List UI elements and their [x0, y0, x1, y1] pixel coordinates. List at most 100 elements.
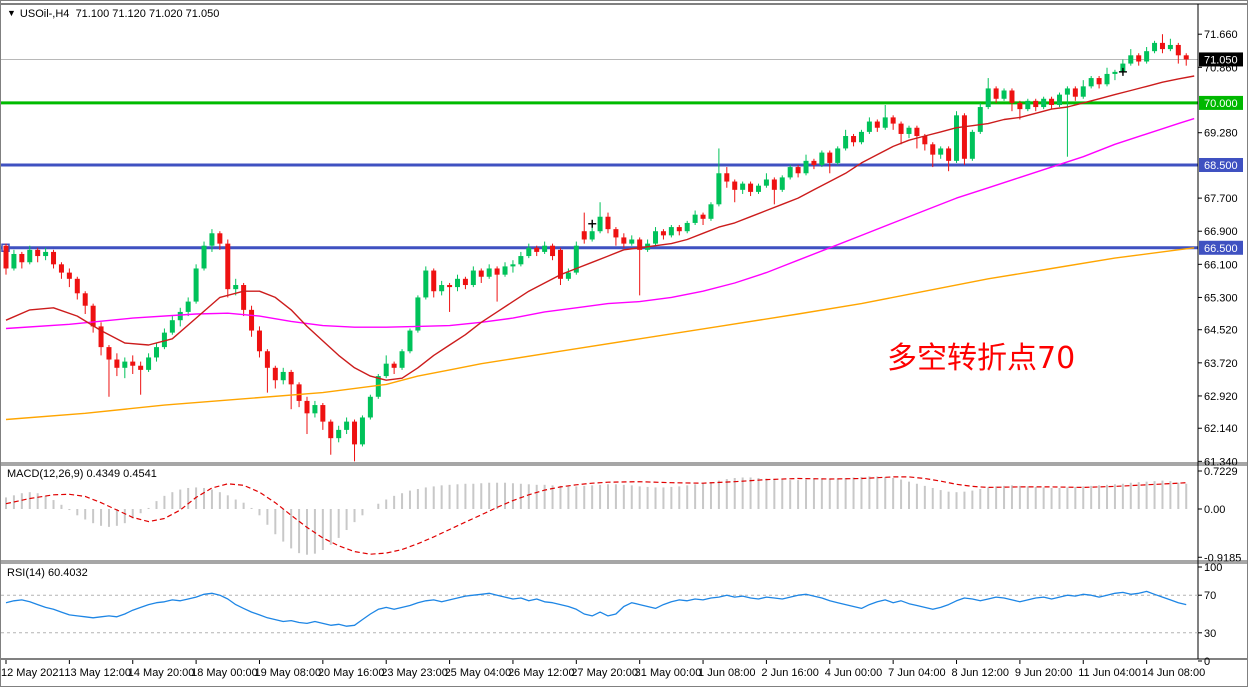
candle-body — [1009, 90, 1015, 103]
time-tick-label: 4 Jun 00:00 — [825, 667, 883, 679]
candle-body — [201, 245, 207, 269]
ma-slow-line — [5, 247, 1195, 421]
candle-body — [819, 152, 825, 165]
candle-body — [692, 214, 698, 223]
price-tick-label: 63.720 — [1204, 358, 1238, 370]
candle-body — [146, 357, 152, 370]
text-annotation[interactable]: 多空转折点70 — [887, 341, 1076, 376]
candle-body — [470, 270, 476, 286]
candle-body — [502, 266, 508, 275]
candle-body — [843, 136, 849, 149]
candle-body — [914, 127, 920, 137]
candle-body — [19, 253, 25, 263]
price-tick-label: 69.280 — [1204, 128, 1238, 140]
macd-indicator-label: MACD(12,26,9) 0.4349 0.4541 — [7, 468, 157, 480]
candle-body — [906, 127, 912, 134]
candle-body — [431, 270, 437, 292]
candle-body — [264, 351, 270, 368]
candle-body — [557, 249, 563, 279]
candle-body — [653, 231, 659, 244]
candle-body — [684, 222, 690, 232]
candle-body — [613, 229, 619, 238]
candle-body — [851, 136, 857, 143]
candle-body — [1080, 86, 1086, 97]
candle-body — [3, 245, 9, 269]
candle-body — [755, 185, 761, 192]
candle-body — [518, 256, 524, 265]
candle-body — [454, 278, 460, 288]
collapse-arrow-icon[interactable]: ▼ — [7, 8, 16, 18]
candle-body — [478, 270, 484, 277]
time-tick-label: 20 May 16:00 — [318, 667, 385, 679]
candle-body — [946, 148, 952, 161]
candle-body — [233, 285, 239, 290]
candle-body — [597, 216, 603, 232]
candle-body — [795, 167, 801, 174]
time-tick-label: 8 Jun 12:00 — [952, 667, 1010, 679]
candle-body — [938, 148, 944, 155]
candle-body — [732, 181, 738, 190]
time-tick-label: 26 May 12:00 — [508, 667, 575, 679]
candle-body — [724, 173, 730, 182]
time-tick-label: 1 Jun 08:00 — [698, 667, 756, 679]
rsi-tick-label: 0 — [1204, 656, 1210, 668]
candle-body — [122, 361, 128, 368]
candle-body — [1104, 73, 1110, 85]
candle-body — [589, 231, 595, 240]
candle-body — [1064, 88, 1070, 95]
candle-body — [1041, 98, 1047, 108]
candle-body — [336, 429, 342, 439]
price-tick-label: 62.920 — [1204, 391, 1238, 403]
time-tick-label: 31 May 00:00 — [635, 667, 702, 679]
candle-body — [629, 239, 635, 244]
price-tag — [1199, 52, 1243, 67]
candle-body — [542, 245, 548, 252]
candle-body — [241, 285, 247, 310]
candle-body — [486, 268, 492, 277]
candle-body — [550, 245, 556, 257]
candle-body — [1025, 100, 1031, 110]
candle-body — [1136, 55, 1142, 62]
candle-body — [90, 305, 96, 327]
candle-body — [748, 183, 754, 192]
candle-body — [177, 311, 183, 321]
time-tick-label: 2 Jun 16:00 — [761, 667, 819, 679]
candle-body — [225, 243, 231, 290]
ma-fast-line — [5, 75, 1195, 381]
candle-body — [882, 117, 888, 128]
candle-body — [344, 421, 350, 430]
candle-body — [954, 115, 960, 161]
candle-body — [660, 231, 666, 236]
candle-body — [510, 264, 516, 267]
candle-body — [423, 270, 429, 298]
time-tick-label: 12 May 2021 — [1, 667, 65, 679]
macd-tick-label: 0.00 — [1204, 504, 1225, 516]
macd-histogram — [5, 476, 1188, 555]
candles — [3, 34, 1189, 462]
candle-body — [1088, 78, 1094, 87]
time-tick-label: 13 May 12:00 — [64, 667, 131, 679]
candle-body — [296, 384, 302, 401]
candle-body — [534, 247, 540, 252]
candle-body — [930, 144, 936, 155]
candle-body — [779, 177, 785, 190]
candle-body — [367, 396, 373, 418]
candle-body — [969, 131, 975, 159]
candle-body — [114, 359, 120, 368]
candle-body — [11, 253, 17, 269]
symbol-timeframe: USOil-,H4 — [19, 8, 70, 20]
candle-body — [383, 363, 389, 377]
candle-body — [375, 376, 381, 397]
candle-body — [977, 107, 983, 132]
candle-body — [835, 148, 841, 163]
candle-body — [787, 167, 793, 178]
price-tag — [1199, 157, 1243, 172]
candle-body — [130, 361, 136, 366]
candle-body — [153, 347, 159, 358]
candle-body — [716, 173, 722, 205]
candle-body — [668, 227, 674, 236]
candle-body — [763, 179, 769, 186]
candle-body — [1001, 90, 1007, 99]
candle-body — [280, 371, 286, 381]
